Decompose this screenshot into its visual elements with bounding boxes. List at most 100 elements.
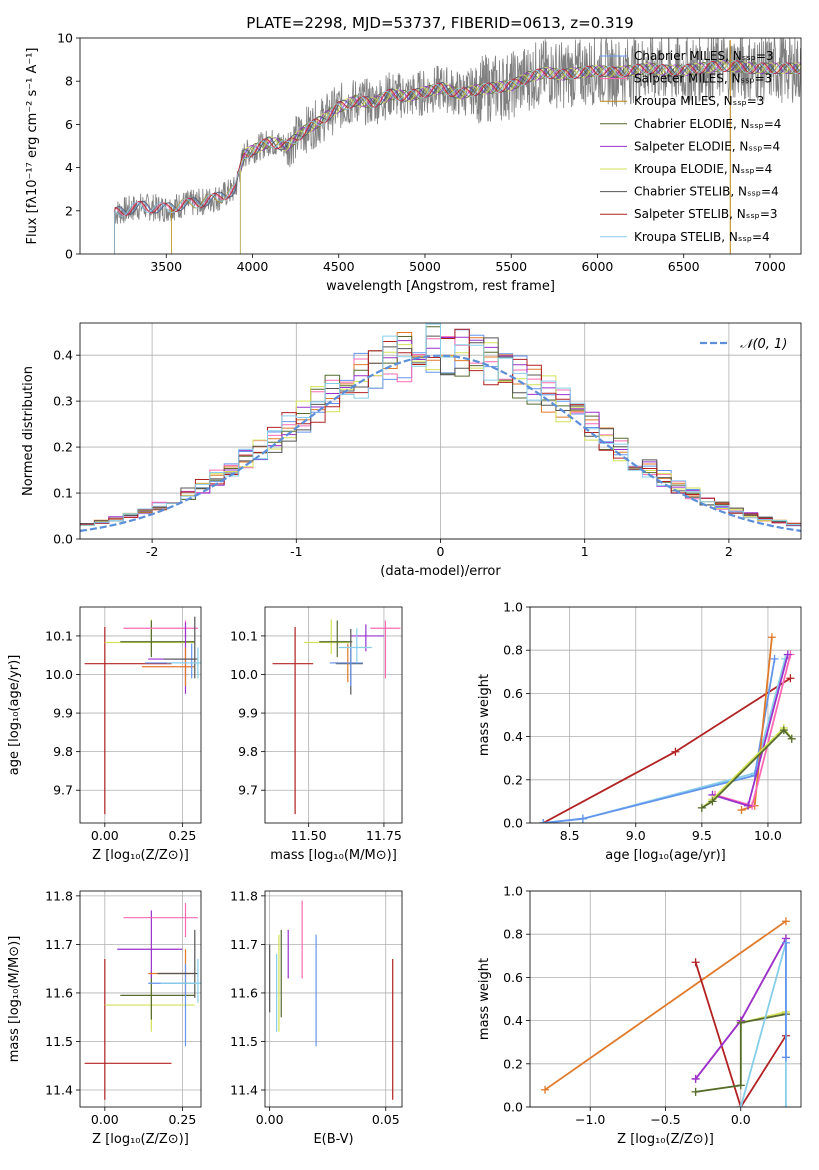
mass-weight-marker [786,674,795,683]
observed-spectrum-line [114,38,801,254]
y-tick-label: 1.0 [503,884,523,899]
x-tick-label: 10.0 [754,828,782,843]
x-axis-label: (data-model)/error [380,564,501,579]
y-tick-label: 10.1 [230,628,258,643]
y-tick-label: 11.7 [230,937,258,952]
y-tick-label: 9.8 [238,744,258,759]
mass-weight-marker [697,803,706,812]
mass-weight-marker [736,1018,745,1027]
y-tick-label: 9.7 [238,783,258,798]
x-tick-label: 4500 [323,259,355,274]
x-tick-label: 5500 [495,259,527,274]
mass-weight-marker [779,726,788,735]
mass-weight-line [694,962,787,1107]
legend-label: Kroupa STELIB, Nₛₛₚ=4 [634,230,770,244]
spectrum-panel: 3500 4000 4500 5000 5500 6000 6500 7000 0 2 4 6 8 10 w… [25,31,802,294]
y-tick-label: 11.8 [230,888,258,903]
y-tick-label: 11.8 [45,888,73,903]
axes-frame [79,37,802,255]
x-tick-label: 2 [725,544,733,559]
y-axis-label: mass [log₁₀(M/M⊙)] [7,936,22,1063]
legend-label: Chabrier MILES, Nₛₛₚ=3 [634,49,774,63]
y-tick-label: 9.8 [53,744,73,759]
mass-weight-marker [541,1085,550,1094]
x-tick-label: 9.5 [692,828,712,843]
model-fit-line [239,60,801,254]
y-tick-label: 0.4 [53,348,73,363]
y-tick-label: 0.0 [53,532,73,547]
y-tick-label: 10.0 [45,667,73,682]
y-tick-label: 11.5 [45,1034,73,1049]
mass-weight-marker [736,1081,745,1090]
axes-frame [264,606,403,824]
axes-frame [264,890,403,1108]
x-tick-label: −0.5 [650,1112,680,1127]
x-axis-label: age [log₁₀(age/yr)] [605,848,726,863]
y-tick-label: 0.6 [503,686,523,701]
x-tick-label: 9.0 [626,828,646,843]
model-fit-line [239,60,801,254]
y-tick-label: 0.6 [503,970,523,985]
mass-weight-marker [744,801,753,810]
axes-frame [529,606,802,824]
y-tick-label: 9.9 [238,706,258,721]
y-tick-label: 0.8 [503,643,523,658]
legend-label: Salpeter MILES, Nₛₛₚ=3 [634,72,772,86]
model-fit-line [114,60,801,254]
x-tick-label: 0.0 [731,1112,751,1127]
age-vs-metallicity-panel: 0.00 0.25 9.7 9.8 9.9 10.0 10.1 Z [log₁₀(Z/Z⊙)]… [7,606,202,863]
y-axis-label: mass weight [477,674,492,756]
chart-title: PLATE=2298, MJD=53737, FIBERID=0613, z=0… [246,14,633,32]
x-tick-label: 11.50 [291,828,327,843]
x-axis-label: wavelength [Angstrom, rest frame] [326,279,555,294]
x-tick-label: 7000 [754,259,786,274]
x-tick-label: -2 [146,544,158,559]
plot-area [84,616,201,815]
y-tick-label: 0.4 [503,1013,523,1028]
mass-weight-marker [671,747,680,756]
mass-weight-line [701,728,793,809]
y-tick-label: 10.1 [45,628,73,643]
y-tick-label: 8 [65,74,73,89]
y-tick-label: 0.2 [503,1056,523,1071]
y-tick-label: 11.7 [45,937,73,952]
residual-histogram-panel: -2 -1 0 1 2 0.0 0.1 0.2 0.3 0.4 (data-model)/error… [21,322,802,579]
mass-weight-marker [783,650,792,659]
x-tick-label: -1 [290,544,302,559]
y-axis-label: Normed distribution [21,366,36,496]
x-axis-label: Z [log₁₀(Z/Z⊙)] [617,1132,714,1147]
mass-weight-marker [736,1103,745,1107]
mass-weight-marker [781,1053,790,1062]
x-tick-label: 5000 [409,259,441,274]
y-tick-label: 11.6 [45,985,73,1000]
plot-area [114,38,801,254]
mass-weight-line [543,658,776,823]
residual-histogram-step [80,323,801,526]
y-axis-label: age [log₁₀(age/yr)] [7,655,22,776]
mass-weight-marker [737,806,746,815]
y-tick-label: 0 [65,247,73,262]
x-tick-label: 8.5 [560,828,580,843]
mass-vs-ebv-panel: 0.00 0.05 11.4 11.5 11.6 11.7 11.8 E(B-V) [230,888,403,1147]
y-tick-label: 6 [65,117,73,132]
y-tick-label: 0.4 [503,729,523,744]
mass-weight-marker [578,814,587,823]
x-tick-label: 0.00 [91,828,119,843]
x-axis-label: mass [log₁₀(M/M⊙)] [270,848,397,863]
y-tick-label: 11.5 [230,1034,258,1049]
mass-weight-marker [770,654,779,663]
x-tick-label: 3500 [150,259,182,274]
axes-frame [529,890,802,1108]
y-tick-label: 0.8 [503,927,523,942]
plot-area [539,633,796,823]
x-tick-label: 6000 [582,259,614,274]
legend-label: 𝒩(0, 1) [740,337,787,352]
mass-weight-vs-metallicity-panel: −1.0 −0.5 0.0 0.0 0.2 0.4 0.6 0.8 1.0 Z [log₁₀(Z/… [477,884,802,1147]
mass-weight-marker [767,633,776,642]
axes-frame [79,890,202,1108]
y-tick-label: 0.2 [503,772,523,787]
x-tick-label: 0.00 [91,1112,119,1127]
mass-weight-marker [539,819,548,823]
legend-label: Salpeter ELODIE, Nₛₛₚ=4 [634,139,780,153]
mass-weight-marker [708,797,717,806]
